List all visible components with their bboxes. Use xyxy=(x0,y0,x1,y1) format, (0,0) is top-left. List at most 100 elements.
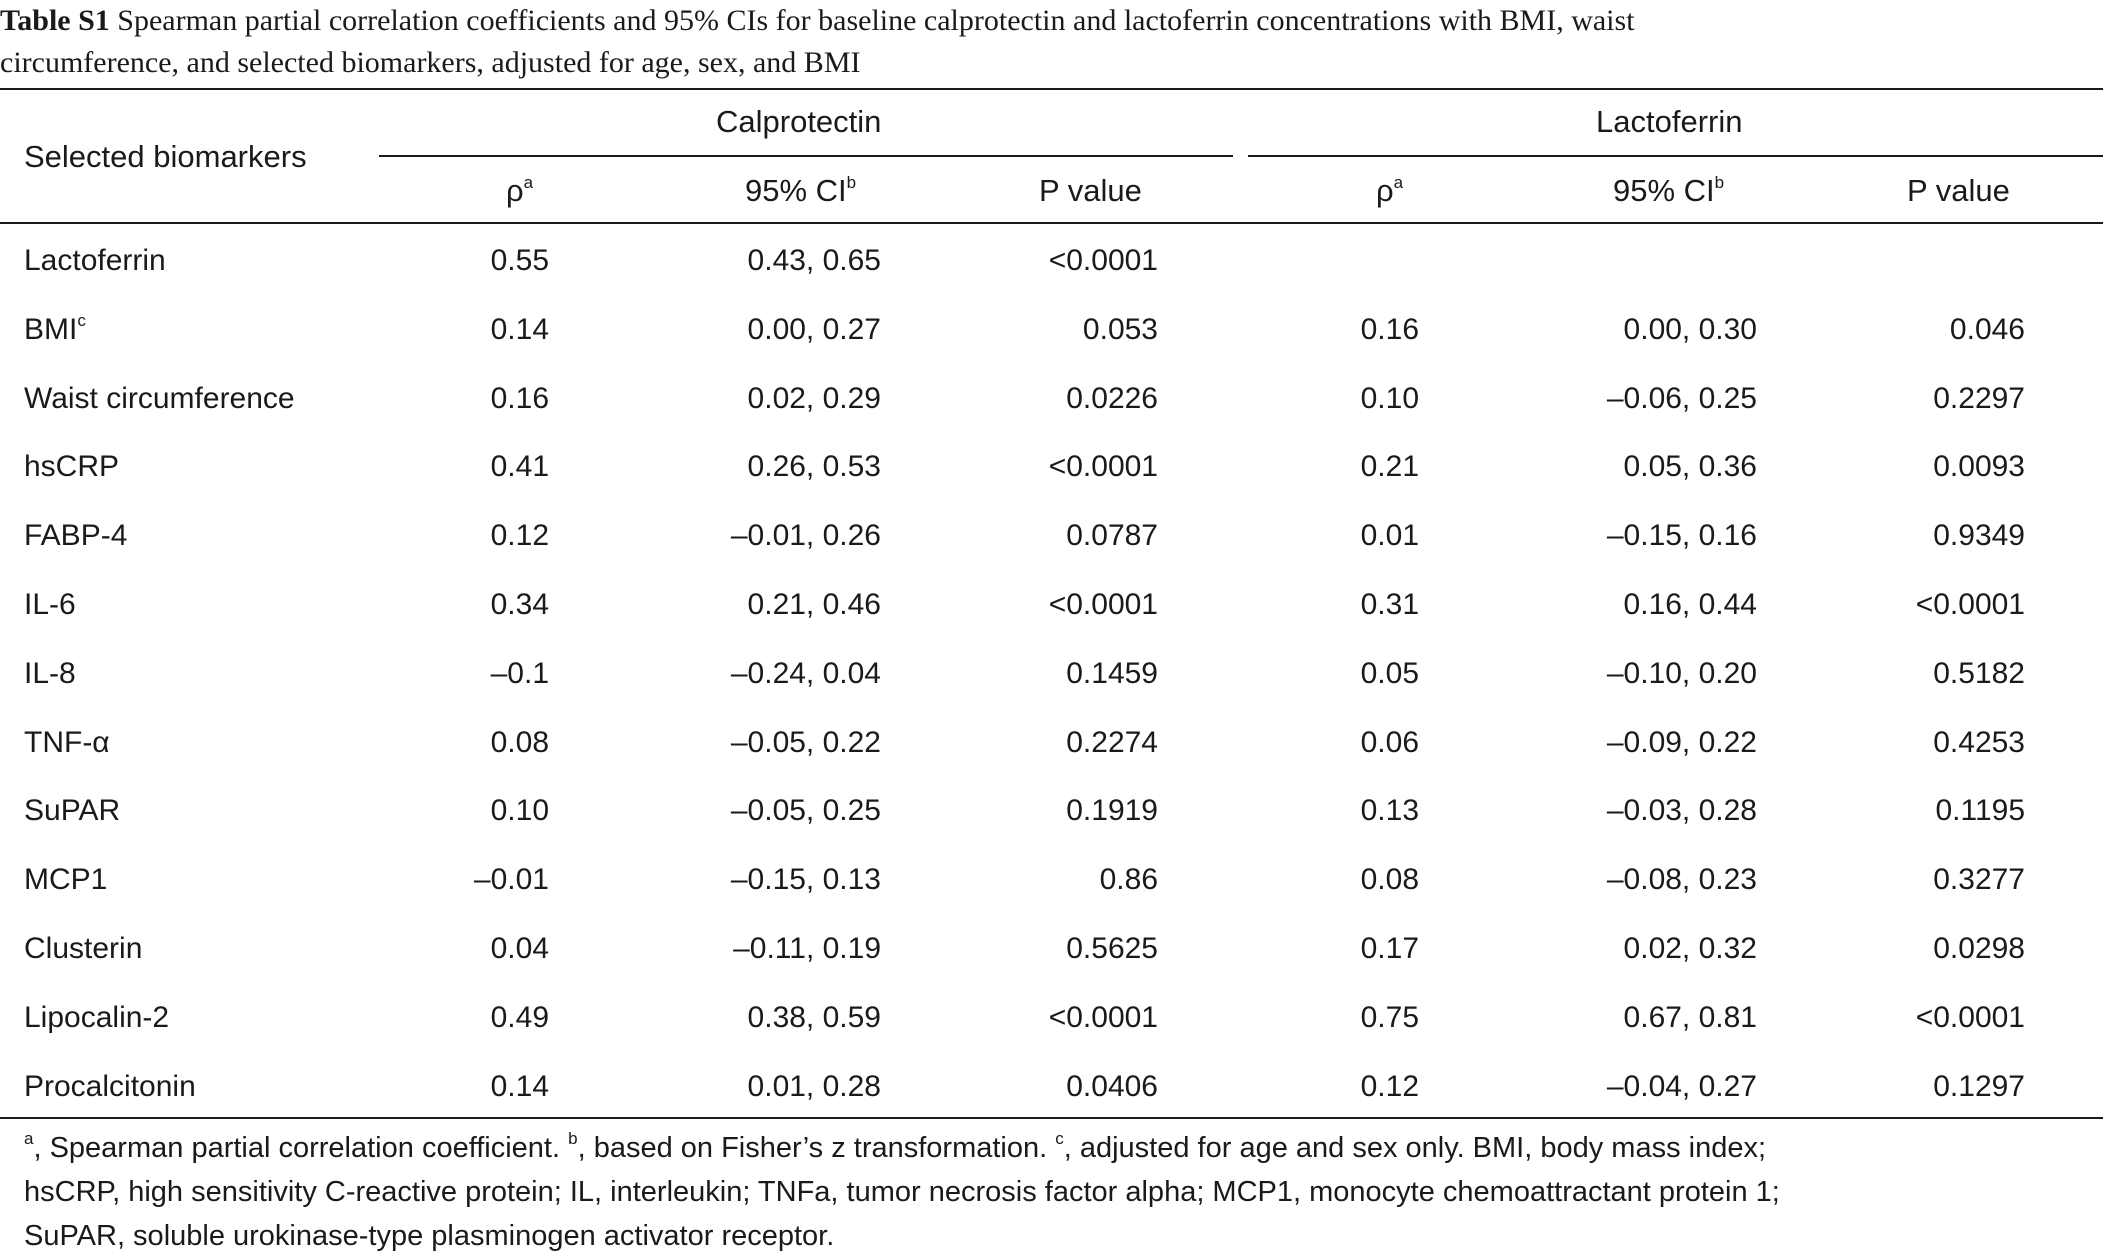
calprotectin-rho: 0.55 xyxy=(490,244,549,277)
lactoferrin-ci: –0.08, 0.23 xyxy=(1606,863,1757,896)
calprotectin-p-value: <0.0001 xyxy=(1048,1001,1158,1034)
calprotectin-rho: 0.04 xyxy=(490,932,549,965)
lactoferrin-rho: 0.12 xyxy=(1360,1070,1419,1103)
biomarker-name: IL-8 xyxy=(24,657,76,690)
calprotectin-ci: –0.01, 0.26 xyxy=(730,519,881,552)
lactoferrin-rho: 0.13 xyxy=(1360,794,1419,827)
footnote-marker: c xyxy=(77,311,86,330)
lactoferrin-p-value: 0.5182 xyxy=(1933,657,2025,690)
calprotectin-p-value: 0.2274 xyxy=(1066,726,1158,759)
lactoferrin-ci: 0.16, 0.44 xyxy=(1623,588,1757,621)
footnote-line1: a, Spearman partial correlation coeffici… xyxy=(24,1129,1767,1164)
lactoferrin-rho-header: ρa xyxy=(1376,173,1404,208)
calprotectin-rho: –0.01 xyxy=(473,863,549,896)
bottom-rule xyxy=(0,1117,2103,1119)
lactoferrin-rho: 0.31 xyxy=(1360,588,1419,621)
lactoferrin-rho: 0.05 xyxy=(1360,657,1419,690)
calprotectin-p-value: 0.1459 xyxy=(1066,657,1158,690)
lactoferrin-p-value: <0.0001 xyxy=(1915,588,2025,621)
table-label: Table S1 xyxy=(0,4,110,37)
lactoferrin-rho: 0.16 xyxy=(1360,313,1419,346)
lactoferrin-p-header: P value xyxy=(1907,173,2010,208)
lactoferrin-p-value: 0.9349 xyxy=(1933,519,2025,552)
calprotectin-p-value: 0.1919 xyxy=(1066,794,1158,827)
lactoferrin-p-value: 0.0093 xyxy=(1933,450,2025,483)
lactoferrin-rho: 0.21 xyxy=(1360,450,1419,483)
calprotectin-rho: 0.41 xyxy=(490,450,549,483)
lactoferrin-p-value: <0.0001 xyxy=(1915,1001,2025,1034)
biomarker-name: IL-6 xyxy=(24,588,76,621)
lactoferrin-group-rule xyxy=(1248,155,2103,157)
calprotectin-p-value: 0.053 xyxy=(1082,313,1158,346)
table-footnote: a, Spearman partial correlation coeffici… xyxy=(24,1126,2084,1258)
calprotectin-rho: 0.12 xyxy=(490,519,549,552)
lactoferrin-rho: 0.75 xyxy=(1360,1001,1419,1034)
calprotectin-rho: 0.49 xyxy=(490,1001,549,1034)
calprotectin-rho-header: ρa xyxy=(506,173,534,208)
calprotectin-p-value: 0.0787 xyxy=(1066,519,1158,552)
lactoferrin-ci: 0.05, 0.36 xyxy=(1623,450,1757,483)
biomarker-name: Clusterin xyxy=(24,932,143,965)
lactoferrin-p-value: 0.3277 xyxy=(1933,863,2025,896)
calprotectin-p-value: 0.0226 xyxy=(1066,382,1158,415)
calprotectin-p-value: 0.0406 xyxy=(1066,1070,1158,1103)
lactoferrin-ci: –0.09, 0.22 xyxy=(1606,726,1757,759)
biomarker-name: MCP1 xyxy=(24,863,108,896)
calprotectin-group-rule xyxy=(379,155,1233,157)
lactoferrin-rho: 0.08 xyxy=(1360,863,1419,896)
calprotectin-rho: 0.10 xyxy=(490,794,549,827)
lactoferrin-ci: –0.10, 0.20 xyxy=(1606,657,1757,690)
calprotectin-ci: –0.11, 0.19 xyxy=(733,932,881,965)
top-rule xyxy=(0,88,2103,90)
lactoferrin-ci: –0.06, 0.25 xyxy=(1606,382,1757,415)
calprotectin-rho: 0.16 xyxy=(490,382,549,415)
calprotectin-rho: 0.08 xyxy=(490,726,549,759)
biomarker-name: Procalcitonin xyxy=(24,1070,196,1103)
lactoferrin-rho: 0.01 xyxy=(1360,519,1419,552)
biomarker-name: TNF-α xyxy=(24,726,110,759)
lactoferrin-ci: 0.67, 0.81 xyxy=(1623,1001,1757,1034)
calprotectin-rho: 0.14 xyxy=(490,313,549,346)
lactoferrin-p-value: 0.2297 xyxy=(1933,382,2025,415)
calprotectin-ci-header: 95% CIb xyxy=(745,173,857,208)
calprotectin-ci: –0.05, 0.25 xyxy=(730,794,881,827)
calprotectin-p-header: P value xyxy=(1039,173,1142,208)
lactoferrin-ci: 0.00, 0.30 xyxy=(1623,313,1757,346)
lactoferrin-p-value: 0.1297 xyxy=(1933,1070,2025,1103)
lactoferrin-ci: –0.03, 0.28 xyxy=(1606,794,1757,827)
group-header-lactoferrin: Lactoferrin xyxy=(1596,104,1743,139)
lactoferrin-p-value: 0.046 xyxy=(1949,313,2025,346)
calprotectin-p-value: 0.5625 xyxy=(1066,932,1158,965)
caption-text-line2: circumference, and selected biomarkers, … xyxy=(0,46,861,79)
calprotectin-ci: 0.01, 0.28 xyxy=(747,1070,881,1103)
lactoferrin-ci: –0.04, 0.27 xyxy=(1606,1070,1757,1103)
calprotectin-ci: 0.00, 0.27 xyxy=(747,313,881,346)
biomarker-name: Waist circumference xyxy=(24,382,295,415)
calprotectin-p-value: <0.0001 xyxy=(1048,450,1158,483)
biomarker-name: Lipocalin-2 xyxy=(24,1001,170,1034)
lactoferrin-rho: 0.10 xyxy=(1360,382,1419,415)
table-caption: Table S1 Spearman partial correlation co… xyxy=(0,0,2103,84)
group-header-calprotectin: Calprotectin xyxy=(716,104,882,139)
biomarker-name: BMIc xyxy=(24,311,86,346)
header-rule xyxy=(0,222,2103,224)
lactoferrin-ci: 0.02, 0.32 xyxy=(1623,932,1757,965)
calprotectin-ci: 0.43, 0.65 xyxy=(747,244,881,277)
row-label-header: Selected biomarkers xyxy=(24,139,307,174)
lactoferrin-ci-header: 95% CIb xyxy=(1613,173,1725,208)
lactoferrin-p-value: 0.1195 xyxy=(1935,794,2025,827)
biomarker-name: SuPAR xyxy=(24,794,121,827)
calprotectin-p-value: <0.0001 xyxy=(1048,244,1158,277)
calprotectin-ci: –0.05, 0.22 xyxy=(730,726,881,759)
calprotectin-p-value: 0.86 xyxy=(1099,863,1158,896)
calprotectin-ci: 0.21, 0.46 xyxy=(747,588,881,621)
lactoferrin-p-value: 0.4253 xyxy=(1933,726,2025,759)
caption-text-line1: Spearman partial correlation coefficient… xyxy=(117,4,1635,37)
biomarker-name: FABP-4 xyxy=(24,519,128,552)
footnote-line3: SuPAR, soluble urokinase-type plasminoge… xyxy=(24,1220,835,1252)
calprotectin-rho: 0.14 xyxy=(490,1070,549,1103)
lactoferrin-ci: –0.15, 0.16 xyxy=(1606,519,1757,552)
calprotectin-ci: –0.15, 0.13 xyxy=(730,863,881,896)
calprotectin-p-value: <0.0001 xyxy=(1048,588,1158,621)
lactoferrin-p-value: 0.0298 xyxy=(1933,932,2025,965)
